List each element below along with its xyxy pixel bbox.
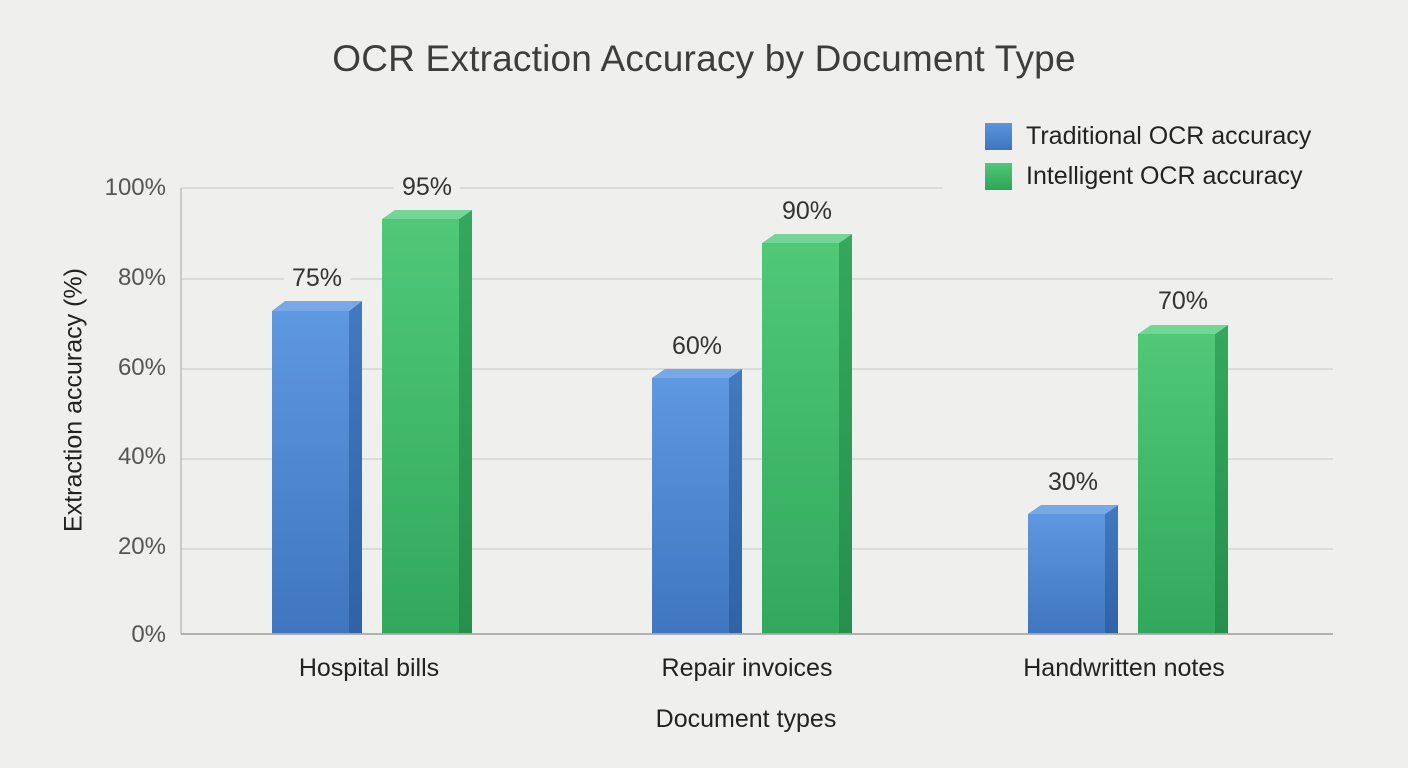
legend-item-traditional: Traditional OCR accuracy [985,116,1311,156]
y-tick: 20% [117,533,166,560]
y-tick: 60% [117,354,166,381]
value-label: 90% [781,197,833,225]
bar-intelligent-hospital-bills [382,210,472,634]
value-label: 30% [1047,468,1099,496]
bar-intelligent-handwritten-notes [1138,325,1228,634]
x-axis-label: Document types [655,705,837,733]
bar-traditional-hospital-bills [272,301,362,634]
x-tick-hospital-bills: Hospital bills [298,654,440,682]
legend-label: Traditional OCR accuracy [1026,121,1312,150]
y-tick: 0% [131,621,166,648]
x-tick-repair-invoices: Repair invoices [661,654,833,682]
x-tick-handwritten-notes: Handwritten notes [1023,654,1225,682]
legend-swatch-green [985,162,1012,190]
y-tick: 80% [117,264,166,291]
value-label: 75% [283,264,351,293]
legend-item-intelligent: Intelligent OCR accuracy [985,156,1311,196]
value-label: 60% [671,332,723,360]
value-label: 95% [393,173,461,202]
legend-swatch-blue [985,122,1012,150]
bar-traditional-handwritten-notes [1028,505,1118,634]
value-label: 70% [1157,287,1209,315]
bar-intelligent-repair-invoices [762,234,852,634]
legend-label: Intelligent OCR accuracy [1026,161,1303,190]
y-tick: 100% [104,174,166,201]
bar-traditional-repair-invoices [652,369,742,634]
y-tick: 40% [117,443,166,470]
legend: Traditional OCR accuracy Intelligent OCR… [985,116,1311,196]
chart-title: OCR Extraction Accuracy by Document Type [332,38,1076,79]
